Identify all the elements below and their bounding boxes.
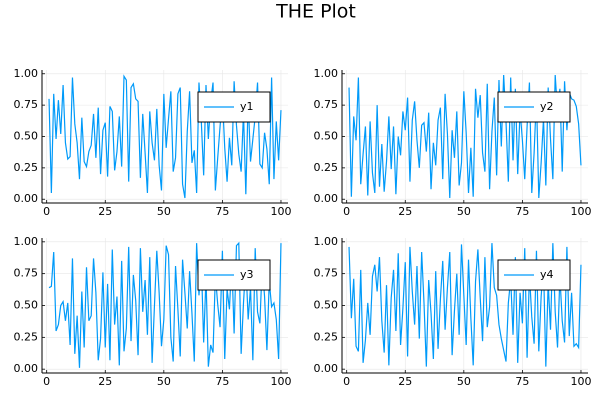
x-tick-label: 75	[515, 375, 529, 388]
y-tick-label: 0.50	[314, 299, 339, 312]
x-tick-label: 75	[215, 205, 229, 218]
line-series	[48, 241, 282, 368]
y-tick-label: 0.50	[314, 130, 339, 143]
y-tick-label: 0.50	[14, 299, 39, 312]
chart-title: THE Plot	[275, 1, 356, 23]
y-tick-label: 0.00	[14, 362, 39, 375]
y-tick-label: 0.25	[14, 161, 39, 174]
legend-label: y4	[540, 268, 554, 281]
x-tick-label: 0	[43, 205, 50, 218]
x-tick-label: 75	[215, 375, 229, 388]
y-tick-label: 0.75	[314, 267, 339, 280]
y-tick-label: 0.25	[314, 161, 339, 174]
y-tick-label: 0.00	[314, 362, 339, 375]
x-tick-label: 0	[343, 375, 350, 388]
x-tick-label: 0	[43, 375, 50, 388]
y-tick-label: 1.00	[314, 235, 339, 248]
x-tick-label: 100	[270, 205, 291, 218]
x-tick-label: 50	[457, 205, 471, 218]
x-tick-label: 100	[270, 375, 291, 388]
x-tick-label: 25	[398, 375, 412, 388]
legend-label: y1	[240, 100, 254, 113]
y-tick-label: 0.75	[314, 98, 339, 111]
x-tick-label: 50	[157, 375, 171, 388]
x-tick-label: 25	[98, 375, 112, 388]
x-tick-label: 0	[343, 205, 350, 218]
y-tick-label: 0.25	[314, 330, 339, 343]
y-tick-label: 0.00	[14, 192, 39, 205]
y-tick-label: 1.00	[14, 235, 39, 248]
y-tick-label: 1.00	[314, 67, 339, 80]
x-tick-label: 25	[398, 205, 412, 218]
x-tick-label: 50	[157, 205, 171, 218]
y-tick-label: 0.25	[14, 330, 39, 343]
x-tick-label: 50	[457, 375, 471, 388]
y-tick-label: 1.00	[14, 67, 39, 80]
legend-label: y3	[240, 268, 254, 281]
y-tick-label: 0.75	[14, 98, 39, 111]
x-tick-label: 25	[98, 205, 112, 218]
x-tick-label: 100	[570, 205, 591, 218]
line-series	[48, 74, 282, 199]
y-tick-label: 0.00	[314, 192, 339, 205]
y-tick-label: 0.75	[14, 267, 39, 280]
x-tick-label: 100	[570, 375, 591, 388]
line-series	[348, 74, 582, 199]
y-tick-label: 0.50	[14, 130, 39, 143]
x-tick-label: 75	[515, 205, 529, 218]
legend-label: y2	[540, 100, 554, 113]
